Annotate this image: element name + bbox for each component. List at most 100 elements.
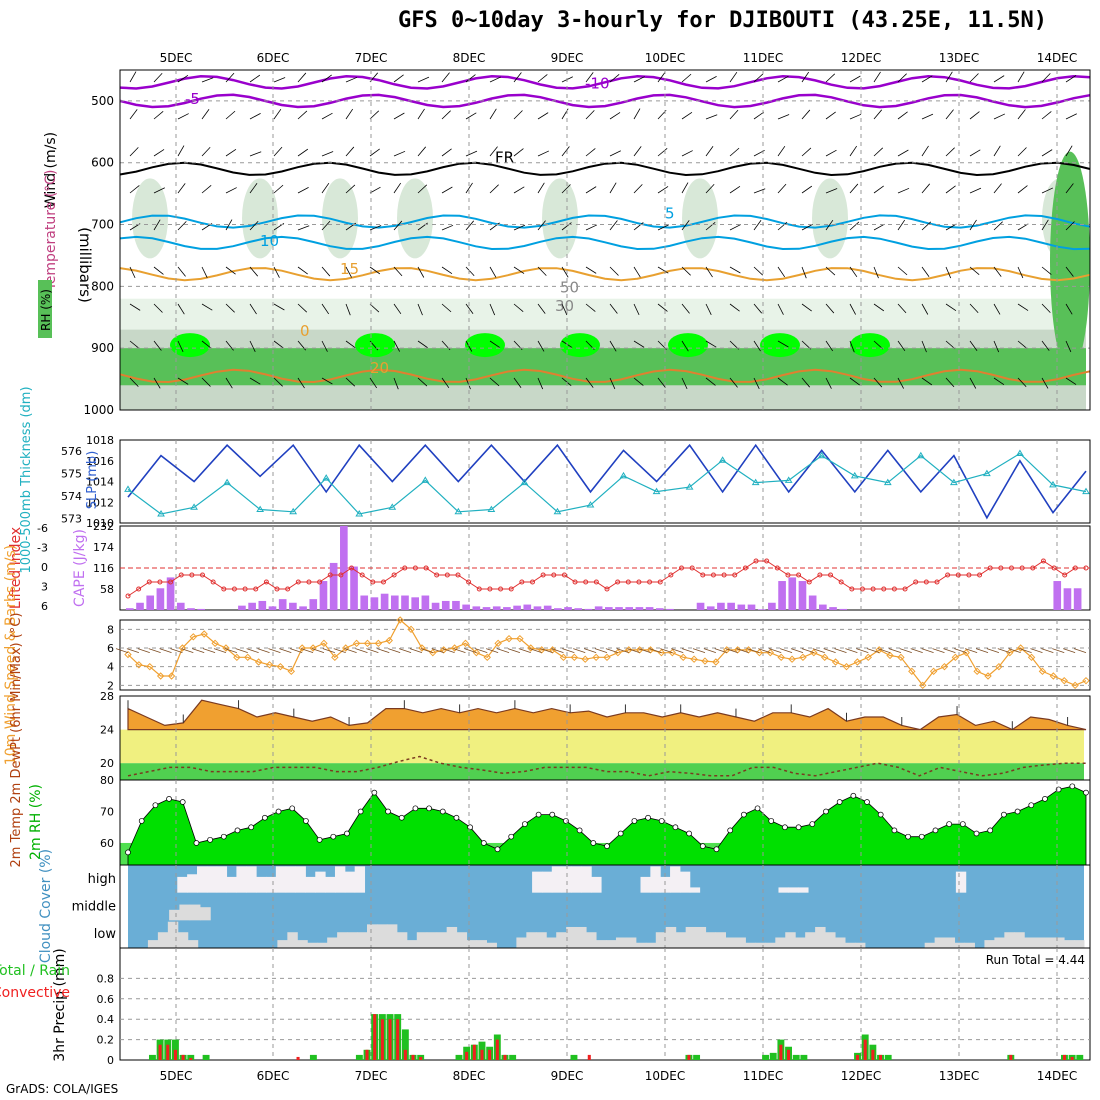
wind-barb-10m [322, 648, 335, 654]
wind-speed-marker [331, 653, 339, 662]
wind-barb [777, 266, 786, 278]
rh2m-marker [590, 840, 597, 846]
cape-bar [248, 602, 256, 610]
lifted-index-marker [572, 579, 578, 585]
rh-blob-light [322, 178, 358, 259]
wind-barb-10m [932, 648, 945, 654]
thickness-marker [586, 501, 595, 508]
lifted-index-marker [891, 586, 897, 592]
rh2m-marker [604, 843, 610, 849]
cloud-cell-low [1024, 937, 1035, 948]
wind-speed-marker [701, 657, 709, 665]
cloud-cell-low [566, 926, 577, 948]
wind-barb [681, 182, 689, 194]
cape-bar [655, 608, 664, 610]
wind-speed-marker [603, 653, 611, 662]
wind-speed-marker [940, 662, 949, 671]
precip-total-bar [202, 1054, 210, 1060]
wind-barb [633, 266, 641, 278]
wind-barb [129, 109, 138, 120]
thickness-marker [322, 474, 331, 481]
cape-tick-label: 174 [93, 541, 114, 554]
wind-speed-marker [592, 653, 600, 662]
precip-tick-label: 0.6 [97, 993, 115, 1006]
lifted-index-marker [774, 565, 780, 571]
cloud-cell-low [606, 940, 617, 948]
wind-barb [801, 377, 811, 388]
lifted-index-marker [423, 565, 429, 571]
chart-title: GFS 0~10day 3-hourly for DJIBOUTI (43.25… [398, 8, 1048, 33]
cape-bar [329, 562, 338, 610]
cape-bar [360, 595, 369, 610]
wind-barb-10m [1062, 648, 1076, 654]
wind-barb [873, 71, 881, 83]
cape-bar [289, 602, 297, 610]
lifted-index-marker [923, 579, 929, 585]
wind-barb [537, 266, 547, 276]
wind-barb [921, 266, 930, 277]
thickness-marker [289, 507, 298, 515]
wind-barb-10m [388, 648, 401, 654]
wind-barb [201, 77, 214, 83]
rh2m-marker [398, 814, 405, 821]
rh-blob [560, 333, 600, 358]
wind-barb [129, 185, 140, 194]
cape-tick-label: 232 [93, 520, 114, 533]
cape-bar [625, 607, 634, 610]
wind-barb [681, 340, 689, 352]
wind-barb [177, 303, 185, 315]
wind-barb [993, 75, 1005, 83]
wind-barb-10m [616, 648, 629, 654]
wind-barb [273, 146, 283, 157]
contour-label: 20 [370, 359, 389, 377]
wind-barb [921, 303, 929, 315]
rh2m-marker [508, 833, 515, 840]
wind-barb [1065, 377, 1077, 385]
cloud-cell-high [955, 871, 967, 893]
rh2m-marker [179, 799, 186, 805]
cloud-cell-low [1074, 940, 1085, 948]
wind-barb [657, 72, 666, 83]
cape-bar [462, 604, 470, 610]
rh2m-marker [344, 830, 350, 837]
precip-convective-bar [503, 1054, 507, 1060]
cape-bar [543, 605, 552, 610]
wind-barb [369, 266, 381, 275]
cloud-cell-high [541, 871, 553, 893]
wind-barb [849, 113, 862, 120]
wind-barb [321, 112, 333, 120]
cloud-cell-low [1064, 940, 1075, 948]
lifted-index-marker [668, 572, 674, 578]
thickness-marker [124, 485, 132, 492]
contour-label: 30 [555, 297, 574, 315]
wind-barb-10m [986, 648, 1000, 654]
contour-label: 15 [340, 260, 359, 278]
wind-barb-10m [344, 648, 357, 654]
wind-barb-10m [518, 648, 531, 654]
cloud-cell-low [1034, 937, 1045, 948]
lifted-index-marker [881, 586, 887, 592]
cloud-cell-low [1004, 932, 1015, 948]
thickness-marker [751, 478, 760, 486]
wind-barb [753, 377, 760, 389]
cape-bar [176, 602, 185, 610]
wind-barb [849, 340, 855, 353]
wind-barb [705, 266, 713, 278]
rh2m-marker [1083, 789, 1089, 796]
contour-label: 0 [300, 322, 310, 340]
cape-bar [1053, 581, 1062, 610]
wind-barb [177, 145, 185, 157]
wind-barb [297, 303, 308, 313]
lifted-index-marker [742, 565, 748, 571]
lifted-index-marker [455, 572, 461, 578]
wind-barb-10m [453, 648, 466, 654]
wind-barb-10m [965, 648, 978, 654]
rh-tick-label: 60 [100, 837, 114, 850]
thickness-marker [520, 478, 529, 486]
wind-barb [393, 266, 403, 277]
lifted-index-marker [913, 579, 919, 585]
wind-barb [129, 340, 140, 349]
day-label-top: 10DEC [645, 51, 685, 65]
wind-barb [201, 266, 208, 278]
wind-barb [681, 150, 693, 157]
